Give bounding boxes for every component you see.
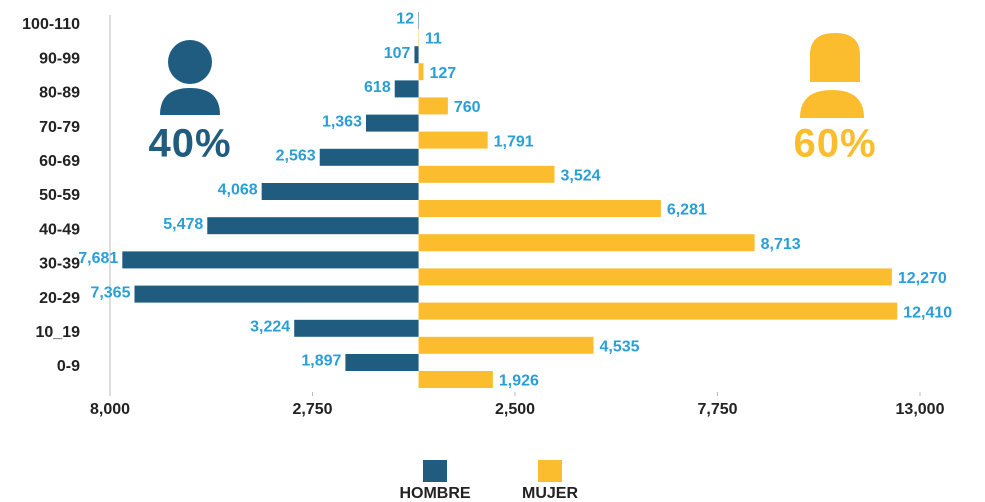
data-label: 618 xyxy=(364,79,391,96)
x-tick-label: 2,750 xyxy=(292,401,332,418)
bar xyxy=(294,319,419,337)
bar xyxy=(418,234,755,252)
data-label: 8,713 xyxy=(761,236,801,253)
legend-swatch xyxy=(538,460,562,482)
annotation: 60% xyxy=(793,122,876,166)
data-label: 4,068 xyxy=(218,182,258,199)
data-label: 1,791 xyxy=(494,133,534,150)
x-tick-label: 8,000 xyxy=(90,401,130,418)
legend-label: MUJER xyxy=(522,485,578,502)
data-label: 7,365 xyxy=(90,284,130,301)
data-label: 2,563 xyxy=(276,148,316,165)
data-label: 4,535 xyxy=(599,339,639,356)
y-tick-label: 20-29 xyxy=(39,290,80,307)
bar xyxy=(418,371,493,388)
y-tick-label: 60-69 xyxy=(39,153,80,170)
data-label: 11 xyxy=(425,31,442,48)
data-label: 3,224 xyxy=(250,319,290,336)
female-icon xyxy=(800,33,864,118)
bar xyxy=(414,46,419,64)
y-tick-label: 80-89 xyxy=(39,85,80,102)
legend-swatch xyxy=(423,460,447,482)
bar xyxy=(418,336,594,354)
y-tick-label: 40-49 xyxy=(39,221,80,238)
legend-label: HOMBRE xyxy=(399,485,470,502)
data-label: 7,681 xyxy=(78,250,118,267)
y-tick-label: 90-99 xyxy=(39,50,80,67)
data-label: 12,270 xyxy=(898,270,947,287)
y-tick-label: 100-110 xyxy=(22,16,80,33)
bar xyxy=(365,114,419,132)
data-label: 107 xyxy=(384,45,411,62)
bar xyxy=(207,217,419,235)
data-label: 6,281 xyxy=(667,202,707,219)
bar xyxy=(418,131,488,149)
y-tick-label: 10_19 xyxy=(36,324,81,341)
bar xyxy=(418,302,898,320)
data-label: 3,524 xyxy=(560,168,600,185)
bar xyxy=(122,251,419,269)
bar xyxy=(319,148,419,166)
bar xyxy=(418,200,661,217)
data-label: 760 xyxy=(454,99,481,116)
data-label: 127 xyxy=(429,65,456,82)
x-tick-label: 2,500 xyxy=(495,401,535,418)
data-label: 12 xyxy=(396,11,414,28)
y-tick-label: 0-9 xyxy=(57,358,80,375)
bar xyxy=(418,268,892,286)
y-tick-label: 70-79 xyxy=(39,119,80,136)
bar xyxy=(261,183,419,200)
y-tick-label: 30-39 xyxy=(39,256,80,273)
data-label: 5,478 xyxy=(163,216,203,233)
x-tick-label: 13,000 xyxy=(896,401,945,418)
data-label: 1,897 xyxy=(301,353,341,370)
data-label: 1,363 xyxy=(322,113,362,130)
bar xyxy=(418,63,424,81)
bar xyxy=(345,354,419,371)
bar xyxy=(418,165,555,183)
annotation: 40% xyxy=(148,122,231,166)
y-tick-label: 50-59 xyxy=(39,187,80,204)
bar xyxy=(134,285,419,303)
data-label: 1,926 xyxy=(499,373,539,390)
data-label: 12,410 xyxy=(903,304,952,321)
bar xyxy=(394,80,419,98)
male-icon xyxy=(160,40,220,115)
bar xyxy=(418,97,448,115)
x-tick-label: 7,750 xyxy=(697,401,737,418)
